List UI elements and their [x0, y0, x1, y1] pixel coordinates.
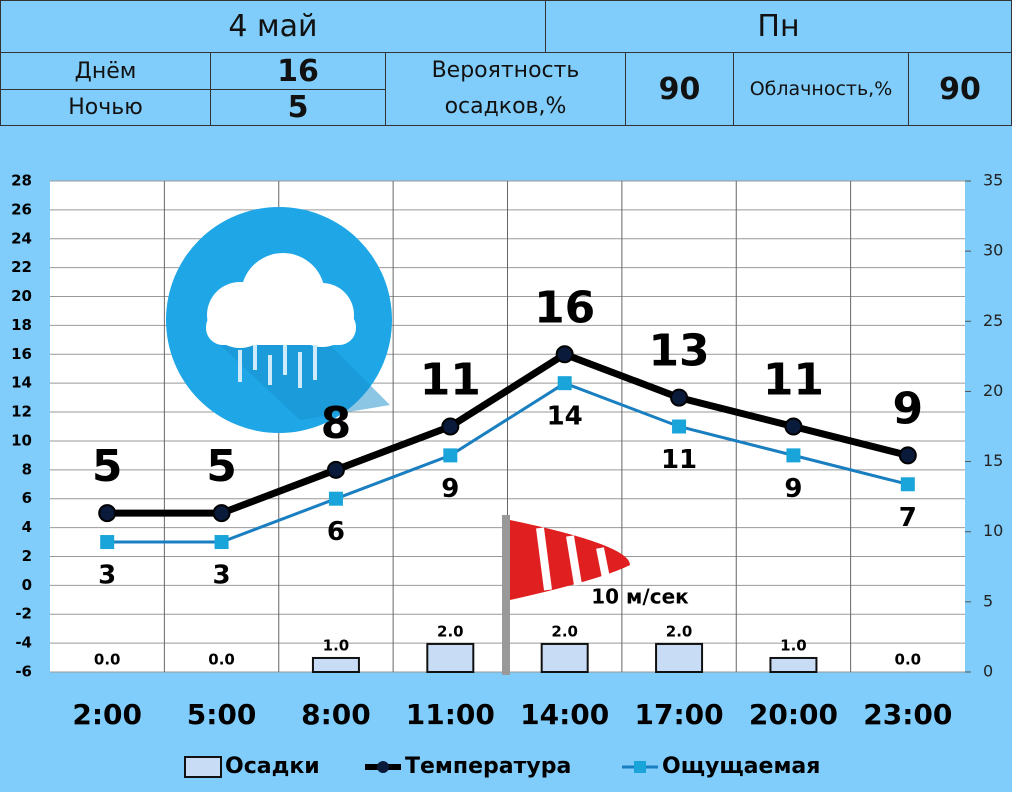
temp-label: 16: [534, 282, 595, 333]
legend-swatch: [184, 756, 222, 778]
temp-label: 5: [92, 441, 123, 492]
bar-label: 2.0: [551, 622, 578, 640]
grid: [50, 180, 971, 673]
bar-label: 0.0: [94, 651, 121, 669]
y-tick-label: 22: [11, 258, 32, 276]
wind-annotation: 10 м/сек: [591, 585, 689, 609]
y-tick-label: -6: [15, 663, 32, 681]
point: [212, 504, 231, 523]
x-tick-label: 20:00: [749, 698, 838, 731]
feels-label: 3: [213, 561, 231, 591]
y-tick-label: 8: [22, 460, 32, 478]
y2-tick-label: 20: [983, 381, 1003, 400]
bar-label: 1.0: [780, 636, 807, 654]
y2-tick-label: 10: [983, 521, 1003, 540]
point: [326, 460, 345, 479]
point: [98, 504, 117, 523]
x-tick-label: 14:00: [520, 698, 609, 731]
y-tick-label: 12: [11, 403, 32, 421]
feels-label: 9: [784, 474, 802, 504]
point: [555, 345, 574, 364]
precip-prob-label: Вероятность осадков,%: [385, 52, 626, 126]
y-tick-label: -2: [15, 605, 32, 623]
legend: Осадки Температура Ощущаемая: [184, 754, 820, 779]
point: [672, 419, 687, 434]
point: [557, 376, 572, 391]
bar: [769, 656, 818, 674]
bar-label: 2.0: [437, 622, 464, 640]
point: [898, 446, 917, 465]
x-tick-label: 8:00: [301, 698, 371, 731]
y-tick-label: 2: [22, 547, 32, 565]
bar-label: 2.0: [666, 622, 693, 640]
temp-label: 13: [648, 326, 709, 377]
y-tick-label: 20: [11, 287, 32, 305]
bar: [655, 642, 704, 674]
bar: [426, 642, 475, 674]
point: [900, 477, 915, 492]
point: [786, 448, 801, 463]
y2-tick-label: 15: [983, 451, 1003, 470]
point: [328, 491, 343, 506]
point: [100, 535, 115, 550]
feels-label: 7: [899, 503, 917, 533]
legend-marker: [377, 761, 389, 773]
y-tick-label: 24: [11, 229, 32, 247]
y-tick-label: -4: [15, 634, 32, 652]
legend-label: Ощущаемая: [662, 754, 820, 779]
feels-label: 6: [327, 517, 345, 547]
legend-marker: [634, 761, 646, 773]
y-tick-label: 0: [22, 576, 32, 594]
feels-label: 11: [661, 445, 697, 475]
feels-label: 3: [98, 561, 116, 591]
y2-tick-label: 35: [983, 171, 1003, 190]
y-tick-label: 14: [11, 374, 32, 392]
y-tick-label: 26: [11, 200, 32, 218]
legend-label: Осадки: [225, 754, 320, 779]
cloud: 90: [908, 52, 1012, 126]
bar: [311, 656, 360, 674]
weather-icon: [166, 207, 392, 433]
marks: 0.0 0.0 1.0 2.0 2.0 2.0 1.0 0.0 5 5 8 11 16 13 11 9 3 3 6 9…: [92, 282, 924, 674]
y2-tick-label: 25: [983, 311, 1003, 330]
x-tick-label: 11:00: [406, 698, 495, 731]
feels-label: 14: [547, 402, 583, 432]
y2-tick-label: 5: [983, 591, 993, 610]
point: [214, 535, 229, 550]
line: [107, 350, 909, 517]
temp-label: 5: [206, 441, 237, 492]
legend-label: Температура: [405, 754, 571, 779]
x-tick-label: 5:00: [187, 698, 257, 731]
x-tick-label: 23:00: [863, 698, 952, 731]
y2-tick-label: 30: [983, 241, 1003, 260]
y2-tick-label: 0: [983, 662, 993, 681]
y-tick-label: 16: [11, 345, 32, 363]
point: [443, 448, 458, 463]
x-tick-label: 17:00: [634, 698, 723, 731]
bar-label: 0.0: [895, 651, 922, 669]
temp-label: 8: [321, 398, 352, 449]
y-tick-label: 6: [22, 489, 32, 507]
point: [441, 417, 460, 436]
point: [670, 388, 689, 407]
y-tick-label: 18: [11, 316, 32, 334]
y-tick-label: 10: [11, 431, 32, 449]
y-tick-label: 4: [22, 518, 32, 536]
point: [784, 417, 803, 436]
bar-label: 0.0: [208, 651, 235, 669]
line: [107, 381, 909, 544]
temp-label: 9: [893, 383, 924, 434]
bar-label: 1.0: [323, 636, 350, 654]
temp-label: 11: [763, 355, 824, 406]
temp-label: 11: [420, 355, 481, 406]
bar: [540, 642, 589, 674]
y-tick-label: 28: [11, 172, 32, 190]
feels-label: 9: [441, 474, 459, 504]
wind-sock: [502, 515, 630, 675]
x-tick-label: 2:00: [72, 698, 142, 731]
